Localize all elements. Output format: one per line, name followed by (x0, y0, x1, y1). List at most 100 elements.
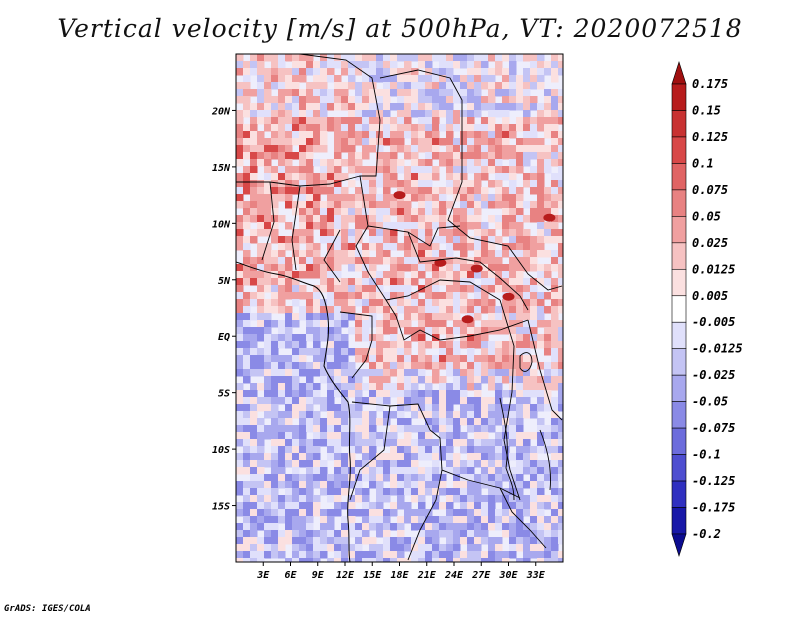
field-cell (341, 418, 349, 426)
field-cell (495, 488, 503, 496)
field-cell (551, 229, 559, 237)
field-cell (390, 194, 398, 202)
field-cell (467, 355, 475, 363)
field-cell (488, 257, 496, 265)
field-cell (250, 180, 258, 188)
field-cell (446, 103, 454, 111)
field-cell (264, 145, 272, 153)
field-cell (467, 460, 475, 468)
field-cell (404, 355, 412, 363)
field-cell (439, 229, 447, 237)
lat-tick-label: 10S (212, 445, 230, 456)
field-cell (250, 313, 258, 321)
field-cell (453, 194, 461, 202)
field-cell (558, 383, 563, 391)
field-cell (376, 418, 384, 426)
field-cell (488, 117, 496, 125)
field-cell (488, 355, 496, 363)
field-cell (523, 54, 531, 62)
field-cell (418, 362, 426, 370)
field-cell (397, 320, 405, 328)
field-cell (530, 131, 538, 139)
field-cell (257, 89, 265, 97)
field-cell (236, 89, 244, 97)
field-cell (418, 467, 426, 475)
field-cell (236, 82, 244, 90)
field-cell (376, 383, 384, 391)
field-cell (271, 222, 279, 230)
field-cell (474, 166, 482, 174)
field-cell (236, 439, 244, 447)
field-cell (537, 341, 545, 349)
field-cell (334, 299, 342, 307)
field-cell (558, 271, 563, 279)
field-cell (481, 222, 489, 230)
field-cell (334, 544, 342, 552)
field-cell (334, 425, 342, 433)
field-cell (264, 201, 272, 209)
field-cell (551, 320, 559, 328)
field-cell (453, 341, 461, 349)
field-cell (467, 138, 475, 146)
field-cell (243, 236, 251, 244)
field-cell (285, 103, 293, 111)
field-cell (299, 285, 307, 293)
field-cell (236, 397, 244, 405)
field-cell (453, 509, 461, 517)
field-cell (537, 313, 545, 321)
field-cell (376, 131, 384, 139)
field-cell (558, 397, 563, 405)
field-cell (460, 460, 468, 468)
colorbar-level-label: -0.075 (692, 421, 735, 435)
field-cell (376, 306, 384, 314)
field-cell (446, 425, 454, 433)
field-cell (341, 390, 349, 398)
field-cell (348, 194, 356, 202)
field-cell (390, 537, 398, 545)
field-cell (544, 495, 552, 503)
field-cell (313, 341, 321, 349)
field-cell (306, 145, 314, 153)
field-cell (502, 299, 510, 307)
field-cell (516, 348, 524, 356)
field-cell (481, 61, 489, 69)
field-cell (341, 362, 349, 370)
field-cell (334, 488, 342, 496)
field-cell (544, 236, 552, 244)
field-cell (432, 131, 440, 139)
field-cell (313, 313, 321, 321)
field-cell (369, 285, 377, 293)
field-cell (502, 124, 510, 132)
field-cell (278, 551, 286, 559)
field-cell (439, 523, 447, 531)
field-cell (404, 327, 412, 335)
field-cell (264, 502, 272, 510)
field-cell (467, 166, 475, 174)
field-cell (544, 208, 552, 216)
field-cell (516, 187, 524, 195)
field-cell (537, 103, 545, 111)
field-cell (551, 292, 559, 300)
field-cell (355, 334, 363, 342)
field-cell (418, 369, 426, 377)
field-cell (397, 474, 405, 482)
field-cell (446, 173, 454, 181)
field-cell (250, 362, 258, 370)
field-cell (551, 474, 559, 482)
field-cell (243, 68, 251, 76)
field-cell (404, 453, 412, 461)
field-cell (460, 61, 468, 69)
field-cell (327, 194, 335, 202)
field-cell (292, 439, 300, 447)
field-cell (460, 250, 468, 258)
field-cell (516, 439, 524, 447)
field-cell (271, 467, 279, 475)
field-cell (257, 369, 265, 377)
field-cell (341, 201, 349, 209)
field-cell (516, 243, 524, 251)
field-cell (509, 187, 517, 195)
field-cell (292, 551, 300, 559)
field-cell (397, 355, 405, 363)
field-cell (250, 516, 258, 524)
field-cell (390, 271, 398, 279)
